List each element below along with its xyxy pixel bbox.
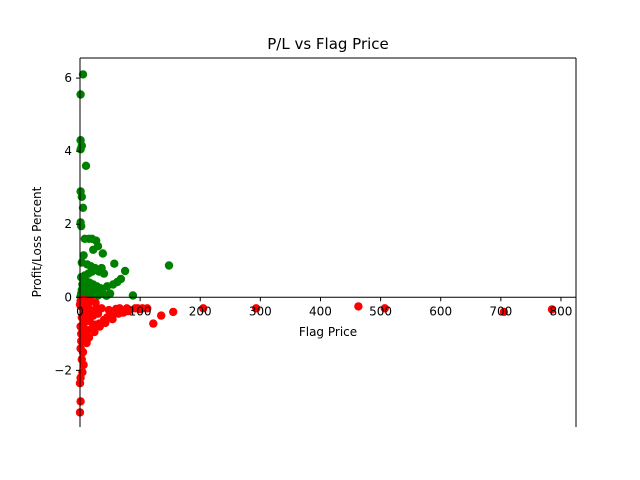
x-tick-label: 0: [76, 304, 84, 318]
scatter-point: [114, 309, 123, 318]
scatter-point: [77, 329, 86, 338]
ticks-layer: 0 100 200 300 400 500 600 700 800 −2 0 2 4 6: [54, 71, 572, 377]
scatter-point: [81, 296, 90, 305]
scatter-point: [78, 203, 88, 212]
x-axis-label: Flag Price: [299, 325, 357, 339]
scatter-point: [89, 245, 98, 254]
scatter-point: [79, 360, 88, 370]
scatter-point: [354, 302, 363, 311]
scatter-point: [79, 251, 88, 260]
scatter-point: [76, 397, 85, 406]
scatter-point: [78, 70, 88, 79]
scatter-point: [499, 307, 509, 317]
x-tick-label: 700: [489, 304, 512, 318]
scatter-point: [107, 311, 116, 320]
y-axis-label: Profit/Loss Percent: [30, 186, 44, 297]
scatter-point: [199, 304, 208, 313]
scatter-point: [101, 318, 110, 328]
scatter-point: [77, 192, 87, 201]
x-tick-label: 300: [249, 304, 272, 318]
scatter-point: [98, 249, 108, 258]
scatter-point: [252, 304, 261, 313]
scatter-point: [91, 298, 100, 307]
scatter-point: [380, 304, 389, 313]
scatter-point: [76, 145, 85, 154]
scatter-point: [120, 266, 130, 276]
scatter-point: [547, 305, 557, 314]
scatter-point: [76, 344, 85, 353]
y-tick-label: −2: [54, 363, 72, 377]
scatter-point: [84, 333, 94, 342]
y-tick-label: 4: [64, 144, 72, 158]
x-tick-label: 400: [309, 304, 332, 318]
points-layer: [75, 70, 557, 417]
scatter-point: [149, 319, 158, 328]
scatter-point: [81, 161, 91, 170]
x-tick-label: 200: [189, 304, 212, 318]
y-tick-label: 0: [64, 290, 72, 304]
scatter-point: [76, 322, 85, 331]
plot-area: 0 100 200 300 400 500 600 700 800 −2 0 2 4 6: [54, 57, 577, 427]
scatter-point: [157, 311, 166, 320]
scatter-point: [77, 221, 86, 231]
scatter-point: [76, 90, 85, 99]
scatter-point: [90, 327, 99, 337]
y-tick-label: 2: [64, 217, 72, 231]
scatter-point: [169, 307, 178, 317]
scatter-point: [135, 304, 145, 314]
x-tick-label: 800: [550, 304, 573, 318]
chart-title: P/L vs Flag Price: [267, 35, 389, 53]
axes-layer: [79, 57, 577, 427]
scatter-point: [110, 259, 119, 268]
scatter-point: [93, 291, 103, 300]
x-tick-label: 100: [129, 304, 152, 318]
scatter-point: [102, 291, 111, 300]
x-tick-label: 600: [429, 304, 452, 318]
y-tick-label: 6: [64, 71, 72, 85]
scatter-point: [95, 267, 104, 276]
scatter-point: [128, 291, 138, 300]
scatter-point: [123, 307, 133, 316]
scatter-point: [102, 282, 112, 291]
scatter-point: [164, 261, 174, 270]
x-tick-label: 500: [369, 304, 392, 318]
